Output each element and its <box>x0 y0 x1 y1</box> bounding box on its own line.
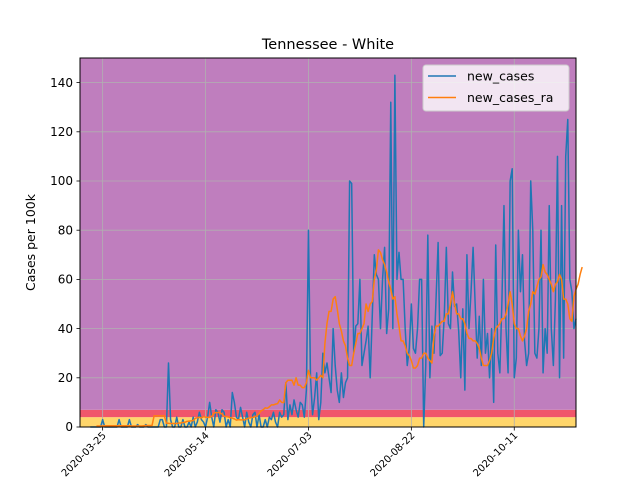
band-moderate <box>80 409 576 418</box>
chart-title: Tennessee - White <box>261 37 394 53</box>
y-tick-label: 80 <box>58 223 73 237</box>
series-line-new-cases-ra <box>96 249 583 427</box>
grid-lines <box>80 58 576 428</box>
y-tick-label: 60 <box>58 273 73 287</box>
y-tick-label: 140 <box>50 76 73 90</box>
legend-label-new-cases: new_cases <box>467 69 534 84</box>
plot-frame <box>79 57 577 428</box>
y-axis-ticks: 0 20 40 60 80 100 120 140 <box>50 76 80 434</box>
y-tick-label: 120 <box>50 125 73 139</box>
legend-box <box>422 64 570 112</box>
y-axis-label: Cases per 100k <box>23 193 38 291</box>
y-tick-label: 20 <box>58 371 73 385</box>
legend-label-new-cases-ra: new_cases_ra <box>467 90 553 105</box>
legend: new_cases new_cases_ra <box>422 64 570 112</box>
background-bands <box>80 58 576 427</box>
y-tick-label: 100 <box>50 174 73 188</box>
series-line-new-cases <box>90 74 577 428</box>
series-lines <box>90 74 583 428</box>
band-low <box>80 417 576 427</box>
y-tick-label: 40 <box>58 322 73 336</box>
y-tick-label: 0 <box>65 420 73 434</box>
band-high <box>80 58 576 410</box>
